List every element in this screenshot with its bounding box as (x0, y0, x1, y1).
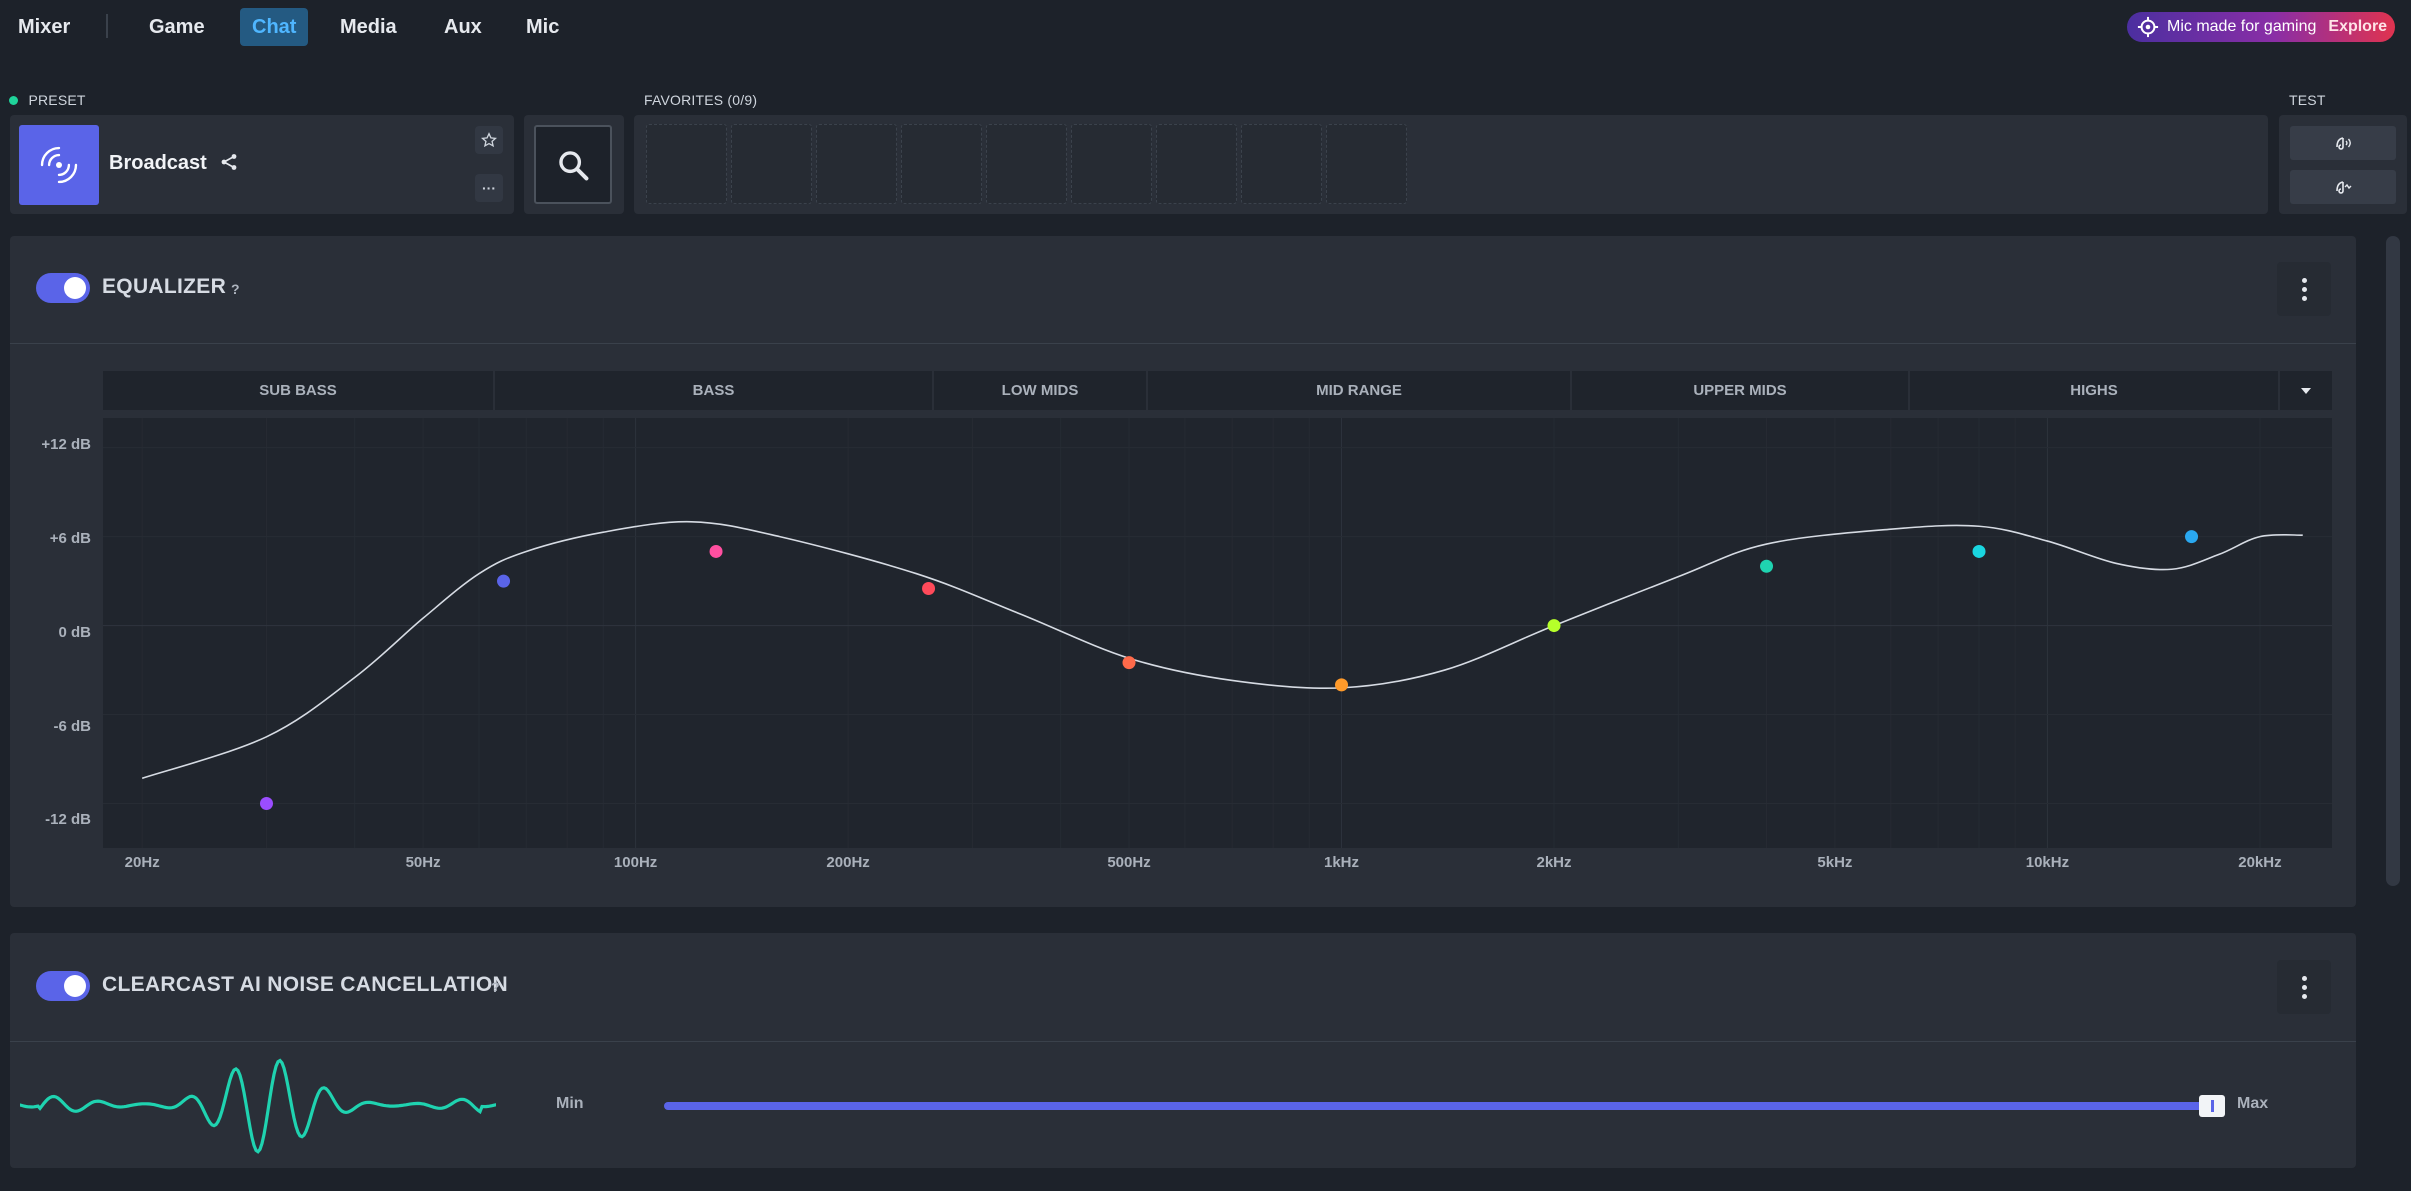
broadcast-icon (19, 125, 99, 205)
tab-mixer[interactable]: Mixer (18, 16, 71, 38)
noise-level-slider-track[interactable] (664, 1102, 2212, 1110)
eq-band-point-7[interactable] (1547, 619, 1561, 633)
favorite-slot[interactable] (1071, 124, 1152, 204)
slider-min-label: Min (556, 1095, 584, 1112)
preset-name: Broadcast (109, 152, 207, 174)
noise-level-slider-thumb[interactable] (2199, 1095, 2225, 1117)
eq-band-point-3[interactable] (709, 544, 723, 558)
x-tick-label: 2kHz (1536, 854, 1572, 871)
tab-game[interactable]: Game (149, 16, 205, 38)
waveform-icon (20, 1058, 496, 1154)
x-tick-label: 1kHz (1324, 854, 1360, 871)
eq-band-point-5[interactable] (1122, 656, 1136, 670)
eq-band-point-1[interactable] (259, 797, 273, 811)
y-tick-label: 0 dB (58, 624, 91, 641)
favorite-slot[interactable] (1241, 124, 1322, 204)
noise-cancellation-panel (10, 933, 2356, 1168)
y-tick-label: -6 dB (53, 718, 92, 735)
favorite-star-button[interactable] (475, 126, 503, 154)
x-tick-label: 200Hz (826, 854, 870, 871)
equalizer-divider (10, 343, 2356, 344)
preset-name-row: Broadcast (109, 152, 238, 175)
explore-link[interactable]: Explore (2328, 18, 2388, 35)
x-tick-label: 20kHz (2238, 854, 2282, 871)
eq-response-curve (141, 520, 2303, 780)
favorite-slot[interactable] (901, 124, 982, 204)
eq-band-point-8[interactable] (1760, 559, 1774, 573)
share-icon[interactable] (220, 153, 238, 171)
toggle-knob (64, 277, 86, 299)
sound-wave-icon (2336, 137, 2351, 150)
x-tick-label: 10kHz (2025, 854, 2070, 871)
star-icon (481, 132, 497, 148)
noise-divider (10, 1041, 2356, 1042)
toggle-knob (64, 975, 86, 997)
noise-cancellation-toggle[interactable] (36, 971, 90, 1001)
equalizer-help-button[interactable]: ? (231, 281, 240, 297)
equalizer-toggle[interactable] (36, 273, 90, 303)
favorite-slot[interactable] (731, 124, 812, 204)
nav-divider (106, 14, 108, 38)
eq-graph[interactable] (103, 418, 2332, 848)
promo-banner[interactable]: Mic made for gaming Explore (2127, 12, 2395, 42)
favorites-label: FAVORITES (0/9) (644, 92, 758, 108)
steelseries-logo-icon (2137, 16, 2159, 38)
favorite-slot[interactable] (1156, 124, 1237, 204)
x-tick-label: 500Hz (1107, 854, 1151, 871)
eq-band-point-10[interactable] (2185, 530, 2199, 544)
x-tick-label: 5kHz (1817, 854, 1853, 871)
favorite-slot[interactable] (986, 124, 1067, 204)
y-tick-label: +12 dB (41, 436, 91, 453)
active-dot (9, 96, 18, 105)
search-button[interactable] (534, 125, 612, 204)
test-label: TEST (2289, 92, 2326, 108)
tab-mic[interactable]: Mic (526, 16, 560, 38)
eq-band-point-9[interactable] (1972, 544, 1986, 558)
band-highs[interactable]: HIGHS (1910, 371, 2280, 410)
y-tick-label: +6 dB (49, 530, 91, 547)
favorite-slot[interactable] (646, 124, 727, 204)
y-tick-label: -12 dB (45, 811, 91, 828)
search-icon (559, 150, 589, 180)
x-tick-label: 50Hz (405, 854, 441, 871)
tab-chat[interactable]: Chat (240, 8, 309, 46)
slider-max-label: Max (2237, 1095, 2269, 1112)
top-nav: Mixer Game Chat Media Aux Mic Mic made f… (0, 0, 2411, 54)
noise-cancellation-title: CLEARCAST AI NOISE CANCELLATION (102, 973, 508, 996)
tab-aux[interactable]: Aux (444, 16, 482, 38)
scrollbar[interactable] (2386, 236, 2400, 886)
noise-help-button[interactable]: ? (491, 979, 500, 995)
promo-text: Mic made for gaming (2167, 18, 2317, 35)
band-bar: SUB BASS BASS LOW MIDS MID RANGE UPPER M… (103, 371, 2332, 410)
x-tick-label: 100Hz (613, 854, 658, 871)
band-upper-mids[interactable]: UPPER MIDS (1572, 371, 1910, 410)
equalizer-title: EQUALIZER (102, 275, 227, 298)
more-options-button[interactable]: ··· (475, 174, 503, 202)
eq-band-point-2[interactable] (497, 574, 511, 588)
noise-wave-icon (2336, 181, 2352, 194)
band-sub-bass[interactable]: SUB BASS (103, 371, 495, 410)
band-low-mids[interactable]: LOW MIDS (934, 371, 1148, 410)
caret-down-icon (2301, 387, 2311, 394)
favorite-slot[interactable] (816, 124, 897, 204)
noise-menu-button[interactable] (2277, 960, 2331, 1014)
tab-media[interactable]: Media (340, 16, 397, 38)
test-sound-button[interactable] (2290, 126, 2396, 160)
eq-graph-area[interactable] (103, 418, 2332, 848)
preset-label: PRESET (9, 92, 86, 110)
eq-band-point-4[interactable] (922, 582, 936, 596)
test-noise-button[interactable] (2290, 170, 2396, 204)
equalizer-menu-button[interactable] (2277, 262, 2331, 316)
band-bass[interactable]: BASS (495, 371, 934, 410)
x-tick-label: 20Hz (124, 854, 160, 871)
bands-dropdown-button[interactable] (2280, 371, 2332, 410)
favorite-slot[interactable] (1326, 124, 1407, 204)
band-mid-range[interactable]: MID RANGE (1148, 371, 1572, 410)
eq-band-point-6[interactable] (1335, 678, 1349, 692)
